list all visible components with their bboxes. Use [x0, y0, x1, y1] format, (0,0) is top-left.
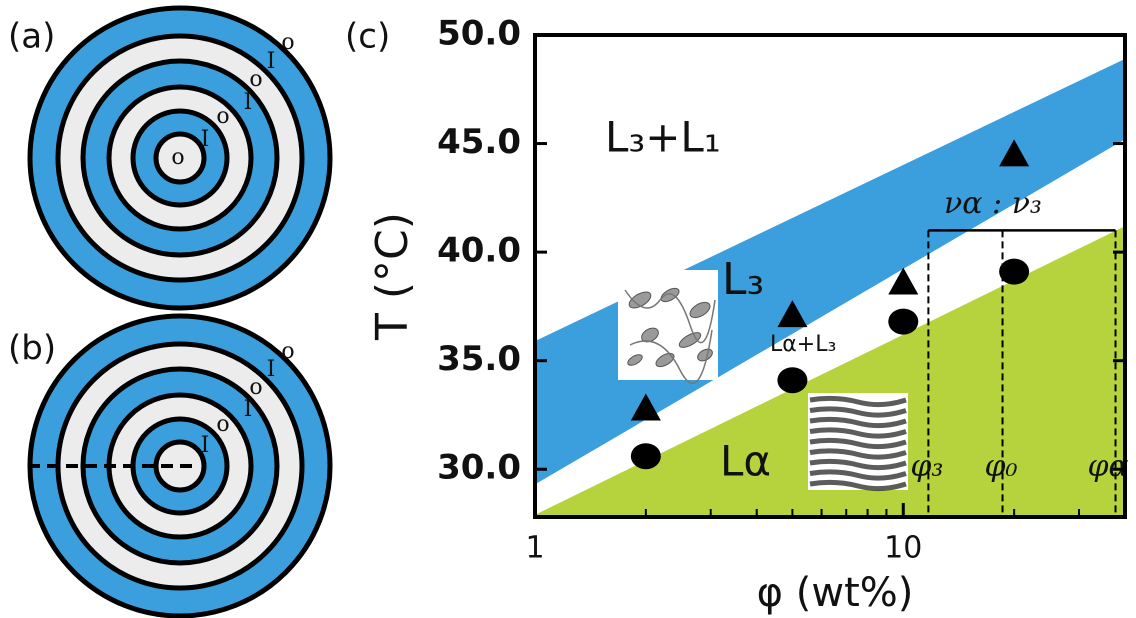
x-tick-label: 1: [525, 531, 544, 566]
ring-mark: I: [244, 397, 253, 422]
figure: (a)oIoIoIo (b)IoIoIo φ₃φ₀φανα : ν₃L₃+L₁L…: [0, 0, 1136, 618]
region-label: L₃+L₁: [605, 113, 721, 162]
panel-label: (b): [8, 329, 56, 369]
panel-label: (c): [345, 17, 390, 57]
phase-label: φ₀: [985, 449, 1018, 484]
x-tick-label: 10: [884, 531, 922, 566]
ring-mark: o: [281, 339, 294, 364]
inset-sponge: [618, 270, 718, 383]
x-axis-label: φ (wt%): [757, 570, 914, 616]
region-label: Lα+L₃: [770, 332, 836, 357]
ring-mark: I: [267, 357, 276, 382]
inset-lamellae: [808, 393, 908, 490]
circle-point: [888, 309, 918, 335]
phase-diagram: φ₃ φ₀ φα να : ν₃ L₃+L₁ L₃ Lα+L₃ Lα 30.0 35.0 40.0 4…: [345, 14, 1129, 617]
ring-mark: I: [267, 49, 276, 74]
circle-point: [777, 367, 807, 393]
bracket-label: να : ν₃: [944, 186, 1042, 221]
ring-mark: I: [244, 90, 253, 115]
y-tick-label: 35.0: [437, 339, 521, 379]
ring-mark: o: [281, 30, 294, 55]
ring-mark: o: [249, 67, 262, 92]
y-tick-label: 30.0: [437, 448, 521, 488]
phase-label: φ₃: [910, 449, 943, 484]
y-axis-label: T (°C): [367, 212, 418, 341]
ring-mark: o: [249, 375, 262, 400]
circle-point: [631, 443, 661, 469]
ring-mark: o: [171, 145, 184, 170]
panel-label: (a): [8, 17, 55, 57]
ring-mark: I: [201, 127, 210, 152]
circle-point: [999, 259, 1029, 285]
region-label: L₃: [722, 254, 764, 305]
ring-mark: o: [216, 412, 229, 437]
y-tick-label: 40.0: [437, 231, 521, 271]
ring-mark: o: [216, 104, 229, 129]
y-tick-label: 45.0: [437, 122, 521, 162]
region-label: Lα: [720, 437, 771, 486]
phase-label: φα: [1088, 449, 1129, 484]
ring-mark: I: [201, 433, 210, 458]
y-tick-label: 50.0: [437, 14, 521, 54]
